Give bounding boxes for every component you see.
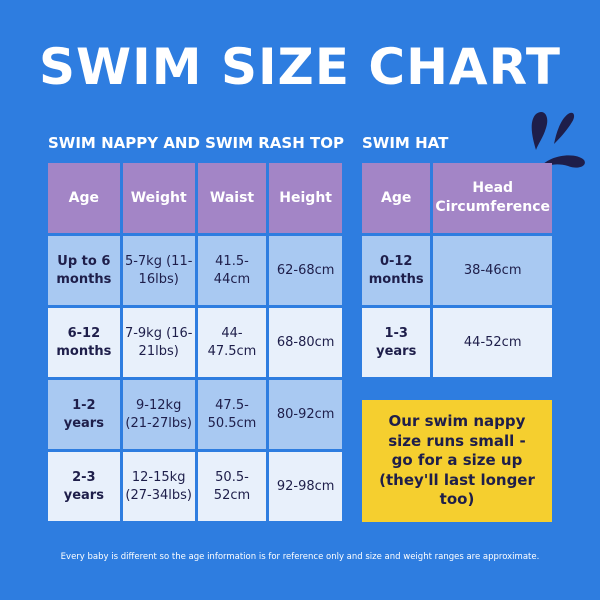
column-header: Age	[48, 163, 120, 233]
splash-icon	[531, 111, 585, 170]
waist-cell: 41.5-44cm	[197, 236, 267, 305]
age-cell: 2-3 years	[48, 452, 120, 521]
height-cell: 92-98cm	[269, 452, 342, 521]
column-header: Age	[362, 163, 431, 233]
height-cell: 62-68cm	[269, 236, 342, 305]
waist-cell: 44-47.5cm	[197, 308, 267, 377]
weight-cell: 9-12kg (21-27lbs)	[122, 380, 195, 449]
column-header: Head Circumference	[433, 163, 552, 233]
page-title: SWIM SIZE CHART	[39, 38, 561, 96]
size-tip-text: Our swim nappy size runs small - go for …	[379, 412, 535, 509]
column-header: Height	[269, 163, 342, 233]
age-cell: 0-12 months	[362, 236, 431, 305]
table-row: 0-12 months 38-46cm	[362, 236, 552, 305]
table-row: 1-2 years 9-12kg (21-27lbs) 47.5-50.5cm …	[48, 380, 342, 449]
weight-cell: 7-9kg (16-21lbs)	[122, 308, 195, 377]
hat-heading: SWIM HAT	[362, 134, 449, 152]
weight-cell: 12-15kg (27-34lbs)	[122, 452, 195, 521]
table-row: 6-12 months 7-9kg (16-21lbs) 44-47.5cm 6…	[48, 308, 342, 377]
age-cell: Up to 6 months	[48, 236, 120, 305]
nappy-heading: SWIM NAPPY AND SWIM RASH TOP	[48, 134, 344, 152]
age-cell: 1-3 years	[362, 308, 431, 377]
hat-size-table: Age Head Circumference 0-12 months 38-46…	[359, 160, 555, 380]
column-header: Waist	[197, 163, 267, 233]
age-cell: 6-12 months	[48, 308, 120, 377]
weight-cell: 5-7kg (11-16lbs)	[122, 236, 195, 305]
column-header: Weight	[122, 163, 195, 233]
waist-cell: 47.5-50.5cm	[197, 380, 267, 449]
table-row: 2-3 years 12-15kg (27-34lbs) 50.5-52cm 9…	[48, 452, 342, 521]
table-row: 1-3 years 44-52cm	[362, 308, 552, 377]
waist-cell: 50.5-52cm	[197, 452, 267, 521]
height-cell: 68-80cm	[269, 308, 342, 377]
head-circumference-cell: 44-52cm	[433, 308, 552, 377]
footer-disclaimer: Every baby is different so the age infor…	[60, 552, 540, 562]
age-cell: 1-2 years	[48, 380, 120, 449]
nappy-size-table: Age Weight Waist Height Up to 6 months 5…	[45, 160, 345, 524]
table-row: Up to 6 months 5-7kg (11-16lbs) 41.5-44c…	[48, 236, 342, 305]
height-cell: 80-92cm	[269, 380, 342, 449]
size-tip-note: Our swim nappy size runs small - go for …	[362, 400, 552, 522]
head-circumference-cell: 38-46cm	[433, 236, 552, 305]
